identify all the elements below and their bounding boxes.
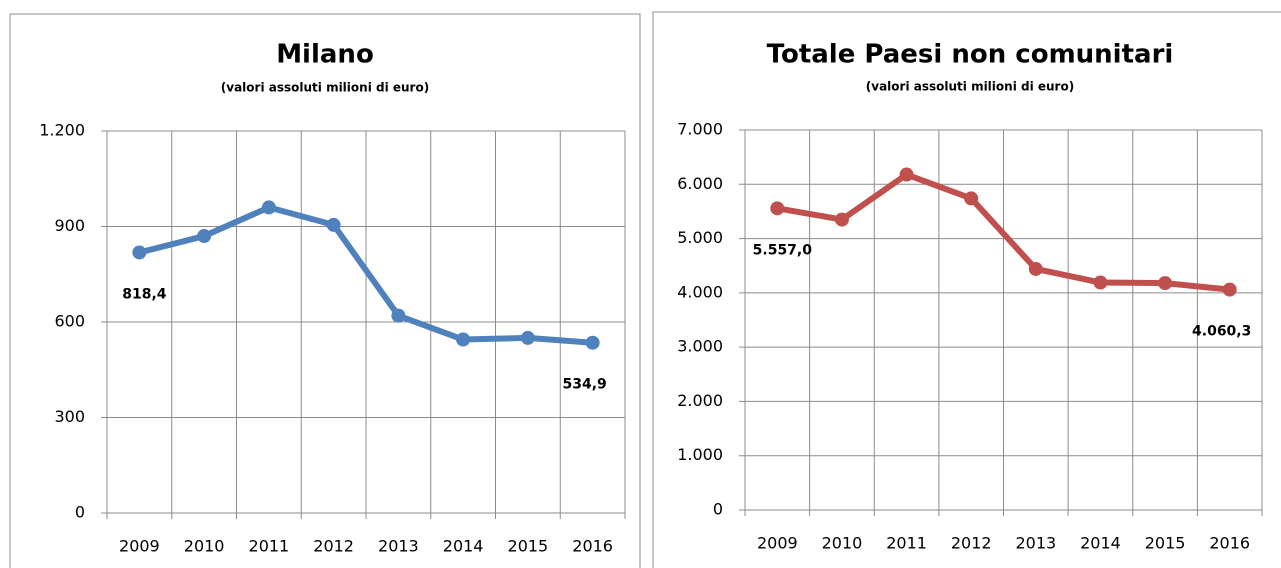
y-tick-label: 900 (54, 216, 85, 235)
x-tick-label: 2014 (443, 537, 484, 556)
x-tick-label: 2012 (951, 534, 992, 553)
chart-subtitle: (valori assoluti milioni di euro) (866, 80, 1074, 94)
x-tick-label: 2016 (1209, 534, 1250, 553)
chart-title: Totale Paesi non comunitari (767, 40, 1174, 70)
point (261, 200, 276, 215)
y-tick-label: 0 (75, 503, 85, 522)
point (1028, 261, 1043, 276)
y-tick-label: 3.000 (677, 337, 723, 356)
y-tick-label: 600 (54, 312, 85, 331)
point (132, 245, 147, 260)
point (520, 330, 535, 345)
x-tick-label: 2010 (822, 534, 863, 553)
point (1158, 276, 1173, 291)
y-tick-label: 1.000 (677, 445, 723, 464)
point (326, 217, 341, 232)
point (964, 191, 979, 206)
x-tick-label: 2011 (886, 534, 927, 553)
chart-title: Milano (276, 40, 374, 70)
x-tick-label: 2013 (378, 537, 419, 556)
y-tick-label: 7.000 (677, 120, 723, 139)
y-tick-label: 5.000 (677, 228, 723, 247)
x-tick-label: 2016 (572, 537, 613, 556)
x-tick-label: 2009 (119, 537, 160, 556)
y-tick-label: 0 (713, 500, 723, 519)
point (391, 308, 406, 323)
x-tick-label: 2009 (757, 534, 798, 553)
data-label: 5.557,0 (753, 242, 813, 258)
point (197, 229, 212, 244)
x-tick-label: 2013 (1015, 534, 1056, 553)
x-tick-label: 2015 (508, 537, 549, 556)
y-tick-label: 2.000 (677, 391, 723, 410)
y-tick-label: 300 (54, 407, 85, 426)
line (138, 204, 593, 346)
y-tick-label: 1.200 (39, 121, 85, 140)
point (770, 201, 785, 216)
point (1093, 275, 1108, 290)
chart-frame (9, 13, 641, 568)
y-tick-label: 4.000 (677, 282, 723, 301)
data-label: 4.060,3 (1192, 324, 1251, 340)
x-tick-label: 2014 (1080, 534, 1121, 553)
chart-frame (652, 11, 1281, 568)
x-tick-label: 2011 (249, 537, 290, 556)
point (834, 212, 849, 227)
data-label: 818,4 (122, 286, 167, 302)
point (585, 335, 600, 350)
point (456, 332, 471, 347)
x-tick-label: 2010 (184, 537, 225, 556)
point (1222, 282, 1237, 297)
data-label: 534,9 (562, 377, 606, 393)
chart-subtitle: (valori assoluti milioni di euro) (221, 81, 429, 95)
y-tick-label: 6.000 (677, 174, 723, 193)
x-tick-label: 2015 (1145, 534, 1186, 553)
line (776, 171, 1230, 293)
x-tick-label: 2012 (313, 537, 354, 556)
point (899, 167, 914, 182)
